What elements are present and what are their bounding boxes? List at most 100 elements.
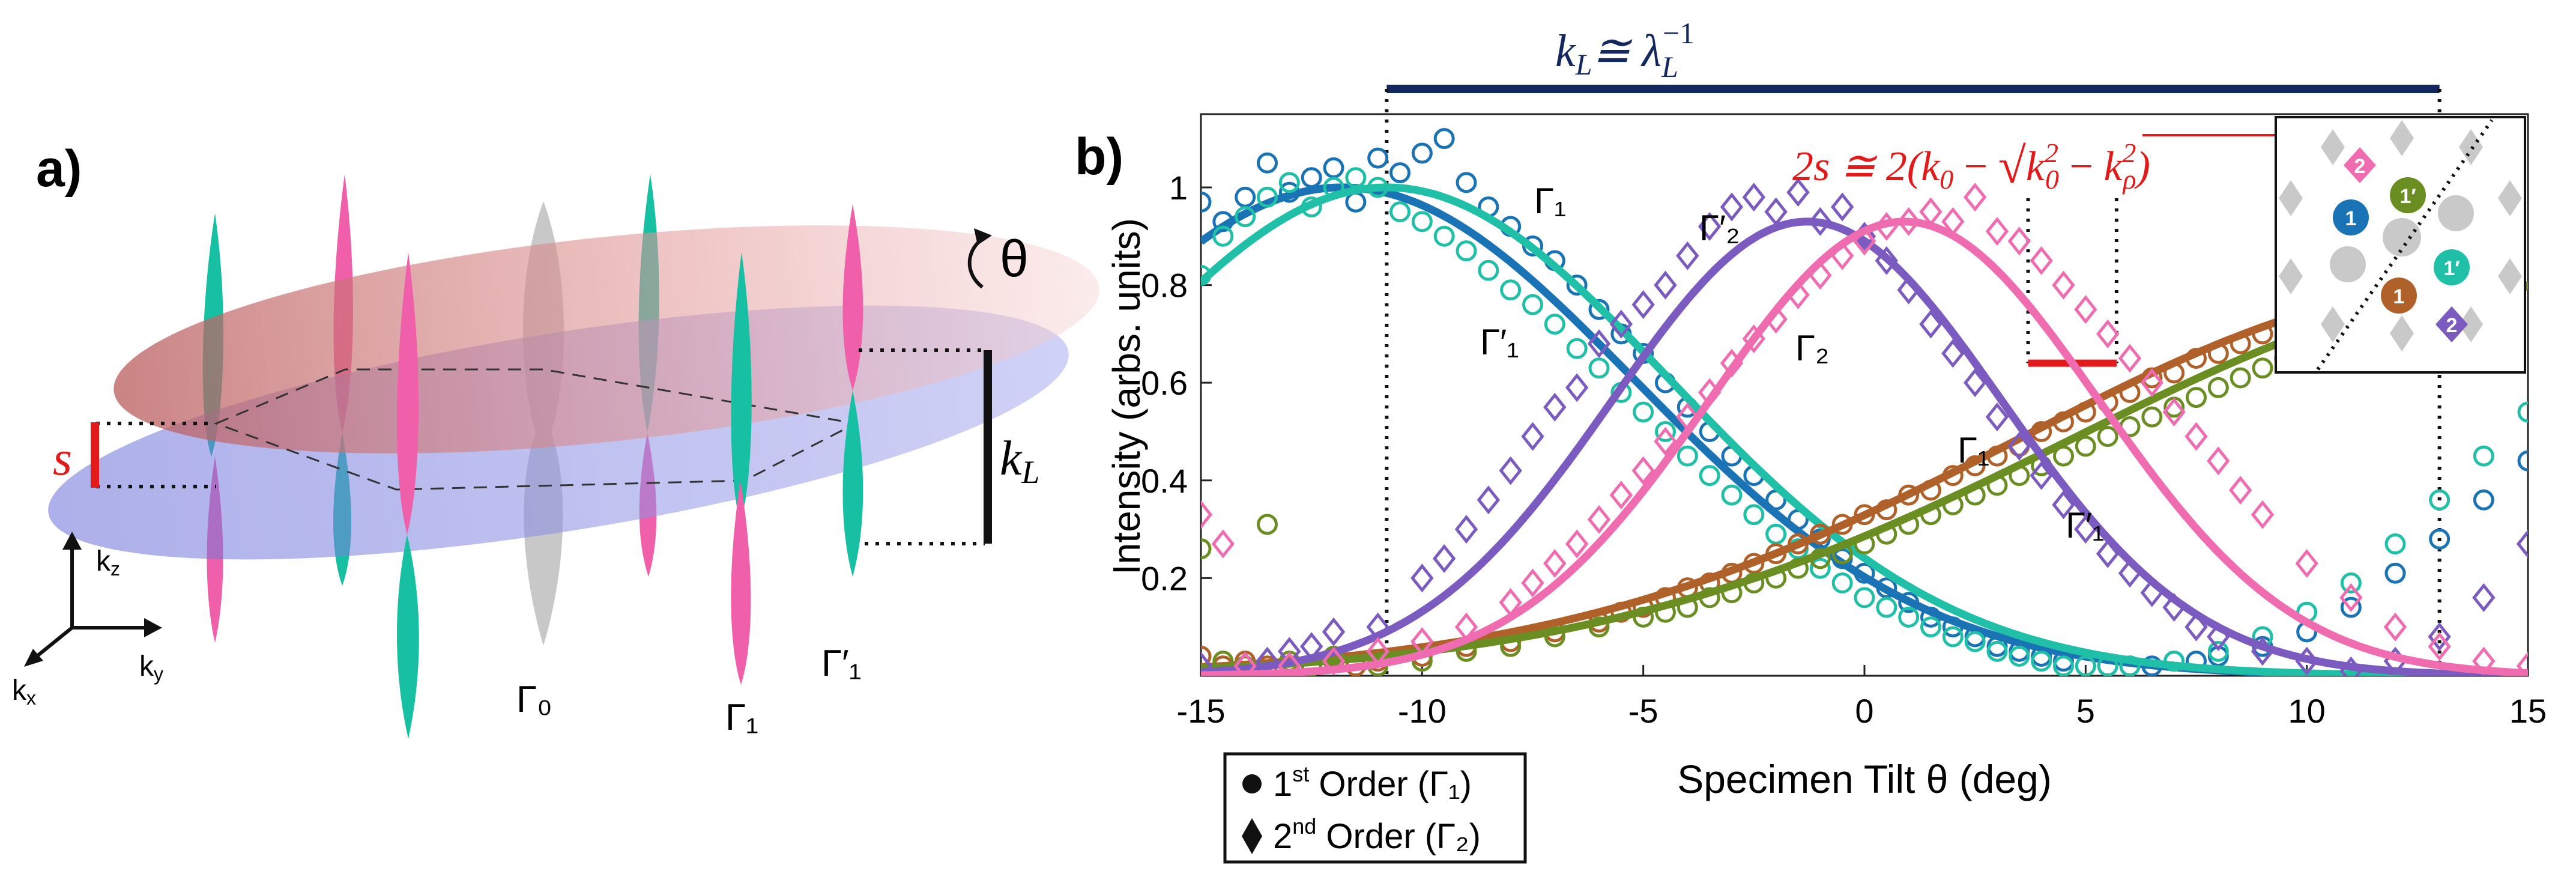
data-point-circle (2031, 651, 2052, 672)
rod-group-front (396, 204, 863, 739)
data-point-diamond (1631, 290, 1655, 320)
data-point-circle (1765, 523, 1787, 545)
s-label: s (53, 431, 72, 485)
data-point-circle (2517, 450, 2528, 472)
data-point-diamond (1698, 211, 1722, 241)
data-point-diamond (2295, 548, 2318, 578)
inset-label: 1′ (2399, 185, 2416, 208)
kl-label: kL (1000, 431, 1039, 490)
inset-gray-diamond (2279, 258, 2303, 294)
data-point-diamond (1499, 456, 1522, 485)
inset-gray-diamond (2279, 180, 2303, 216)
x-tick-label: -5 (1628, 692, 1658, 730)
inset-gray-diamond (2390, 120, 2414, 156)
data-point-diamond (2383, 612, 2407, 642)
data-point-diamond (2007, 226, 2031, 256)
data-point-diamond (1985, 402, 2009, 432)
data-point-circle (1809, 557, 1831, 579)
legend: 1st Order (Γ₁) 2nd Order (Γ₂) (1223, 752, 1527, 864)
data-point-diamond (1654, 426, 1677, 456)
data-point-diamond (1631, 456, 1655, 485)
data-point-diamond (2118, 344, 2142, 373)
data-point-circle (1201, 645, 1212, 667)
kl-formula: kL≅ λL−1 (1555, 16, 1695, 83)
inset-gray-disk (2438, 195, 2474, 231)
data-point-diamond (2184, 422, 2208, 451)
data-point-circle (1743, 504, 1765, 526)
inset-gray-diamond (2390, 315, 2414, 351)
data-point-circle (2141, 406, 2163, 428)
panel-a-label: a) (36, 140, 82, 198)
inset-marker-blue-1 (2333, 199, 2369, 235)
data-point-diamond (1201, 651, 1213, 676)
data-point-circle (1633, 401, 1654, 423)
data-point-circle (2075, 655, 2096, 676)
y-axis-label: Intensity (arbs. units) (1105, 218, 1148, 575)
data-point-circle (2230, 367, 2251, 389)
x-tick-label: -10 (1398, 692, 1447, 730)
legend-second-order: 2nd Order (Γ₂) (1273, 814, 1481, 856)
data-point-diamond (1963, 183, 1987, 212)
series-5 (1201, 183, 2528, 676)
data-point-diamond (1322, 617, 1346, 646)
rod-pink (396, 252, 419, 535)
axis-kz-arrowhead (62, 532, 82, 550)
x-tick-label: 10 (2288, 692, 2326, 730)
data-point-diamond (1897, 207, 1920, 236)
axis-ticks: -15 -10 -5 0 5 10 15 0.2 0.4 0.6 0.8 1 (1141, 169, 2547, 730)
data-point-circle (1257, 152, 1278, 174)
data-point-diamond (1477, 485, 1501, 515)
data-point-diamond (1985, 217, 2009, 246)
data-point-circle (1699, 465, 1720, 487)
data-point-circle (1389, 201, 1410, 223)
legend-circle-icon (1242, 774, 1262, 794)
axes-glyph (30, 541, 153, 663)
data-point-circle (1677, 445, 1698, 467)
data-point-circle (1964, 631, 1986, 652)
data-point-circle (2207, 377, 2229, 398)
data-point-circle (2252, 357, 2273, 379)
axis-kx-arrowhead (24, 649, 43, 667)
data-point-diamond (1654, 270, 1677, 300)
data-point-circle (2473, 489, 2494, 511)
data-point-circle (2009, 645, 2030, 667)
data-point-diamond (2074, 295, 2097, 324)
x-tick-label: -15 (1177, 692, 1226, 730)
data-point-diamond (1233, 651, 1257, 676)
data-point-circle (1655, 420, 1676, 442)
data-point-diamond (1587, 329, 1611, 359)
axis-ky-label: ky (139, 651, 163, 685)
data-point-diamond (1720, 192, 1744, 222)
data-point-circle (1500, 279, 1522, 301)
inset-gray-diamond (2321, 306, 2345, 342)
data-point-diamond (1201, 500, 1213, 529)
data-point-circle (1257, 186, 1278, 208)
data-point-diamond (1565, 529, 1589, 559)
data-point-circle (1201, 191, 1212, 213)
data-point-circle (1854, 587, 1875, 608)
data-point-circle (1201, 538, 1212, 560)
data-point-diamond (1676, 241, 1699, 270)
y-tick-label: 1 (1169, 169, 1188, 207)
data-point-circle (1411, 142, 1433, 164)
y-tick-label: 0.8 (1141, 267, 1188, 305)
axis-kz-label: kz (96, 545, 120, 580)
data-point-diamond (1587, 505, 1611, 534)
curve-label-gamma1p-olive: Γ′₁ (2066, 505, 2105, 545)
data-point-circle (1566, 275, 1588, 296)
fit-curve (1201, 217, 2528, 676)
data-point-diamond (1565, 373, 1589, 402)
data-point-diamond (2052, 490, 2075, 520)
data-point-circle (1876, 596, 1897, 618)
data-point-circle (1588, 357, 1610, 379)
inset-gray-markers (2279, 120, 2522, 351)
data-point-diamond (2516, 651, 2528, 676)
data-point-diamond (1543, 392, 1567, 422)
data-point-circle (1942, 626, 1964, 648)
y-tick-label: 0.2 (1141, 559, 1188, 597)
data-point-diamond (1742, 183, 1766, 212)
data-point-circle (1433, 128, 1455, 150)
data-point-circle (1544, 314, 1565, 335)
data-point-diamond (1432, 544, 1456, 573)
